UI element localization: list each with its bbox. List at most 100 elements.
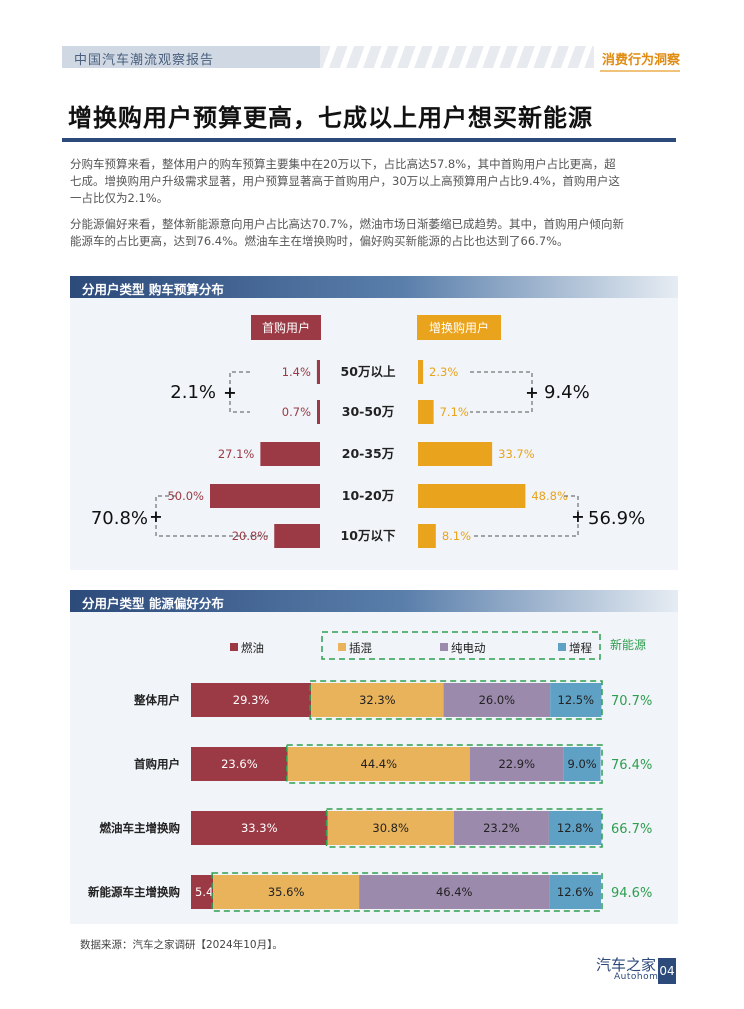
paragraph-line: 七成。增换购用户升级需求显著，用户预算显著高于首购用户，30万以上高预算用户占比… [70, 174, 620, 188]
data-label: 29.3% [233, 693, 270, 707]
section-label: 消费行为洞察 [602, 53, 681, 68]
bar-upgrade [418, 400, 434, 424]
category-label: 整体用户 [133, 693, 180, 707]
data-label-first-buy: 0.7% [282, 405, 311, 419]
legend-upgrade-label: 增换购用户 [429, 320, 489, 335]
nev-highlight-box [309, 680, 603, 720]
bar-upgrade [418, 442, 493, 466]
data-label: 26.0% [479, 693, 516, 707]
data-label: 12.5% [558, 693, 595, 707]
brand-logo-en: Autohome [614, 972, 665, 982]
bracket-first-low [155, 495, 270, 537]
bar-segment-fuel [191, 683, 312, 717]
bar-segment-phev [213, 875, 360, 909]
bar-upgrade [418, 484, 526, 508]
data-label: 44.4% [361, 757, 398, 771]
category-label: 10万以下 [341, 528, 396, 543]
data-label-first-buy: 1.4% [282, 365, 311, 379]
data-label: 9.0% [568, 757, 597, 771]
bar-first-buy [317, 400, 320, 424]
data-label: 12.8% [557, 821, 594, 835]
category-label: 20-35万 [342, 446, 394, 461]
data-label: 22.9% [498, 757, 535, 771]
header-bar [62, 46, 338, 68]
bracket-upgrade-high [470, 371, 533, 413]
legend-phev-label: 插混 [349, 641, 372, 655]
bar-first-buy [210, 484, 320, 508]
nev-total-label: 70.7% [611, 694, 652, 709]
data-label: 46.4% [436, 885, 473, 899]
legend-first-buy-label: 首购用户 [262, 320, 310, 335]
energy-section-header: 分用户类型 能源偏好分布 [70, 590, 678, 612]
budget-section-header: 分用户类型 购车预算分布 [70, 276, 678, 298]
legend-bev-label: 纯电动 [451, 641, 486, 655]
category-label: 燃油车主增换购 [99, 821, 181, 835]
paragraph-line: 能源车的占比更高，达到76.4%。燃油车主在增换购时，偏好购买新能源的占比也达到… [70, 234, 569, 248]
category-label: 50万以上 [341, 364, 396, 379]
bar-segment-bev [453, 811, 549, 845]
bar-segment-bev [359, 875, 550, 909]
bar-segment-erev [549, 875, 601, 909]
data-label-first-buy: 50.0% [167, 489, 204, 503]
legend-erev-swatch [558, 643, 566, 651]
bar-segment-erev [548, 811, 602, 845]
total-first-low: 70.8% [91, 508, 148, 529]
bar-segment-fuel [191, 747, 288, 781]
nev-highlight-box [211, 872, 603, 912]
data-label: 23.2% [483, 821, 520, 835]
bar-segment-erev [550, 683, 602, 717]
nev-highlight-box [325, 808, 603, 848]
section-label-underline [600, 70, 680, 72]
bracket-upgrade-low [474, 495, 579, 537]
category-label: 新能源车主增换购 [88, 885, 180, 899]
title-rule [62, 138, 676, 142]
bracket-first-high [229, 371, 250, 413]
legend-phev-swatch [338, 643, 346, 651]
data-label-upgrade: 33.7% [498, 447, 535, 461]
data-label: 30.8% [372, 821, 409, 835]
plus-icon: + [149, 507, 162, 526]
data-label: 35.6% [268, 885, 305, 899]
legend-fuel-swatch [230, 643, 238, 651]
bar-segment-bev [443, 683, 551, 717]
paragraph-line: 一占比仅为2.1%。 [70, 191, 169, 205]
header-stripes [320, 46, 594, 68]
energy-chart-title: 分用户类型 能源偏好分布 [82, 596, 224, 611]
plus-icon: + [571, 507, 584, 526]
legend-erev-label: 增程 [569, 641, 592, 655]
paragraph-energy: 分能源偏好来看，整体新能源意向用户占比高达70.7%，燃油市场日渐萎缩已成趋势。… [70, 216, 680, 250]
category-label: 30-50万 [342, 404, 394, 419]
legend-upgrade [417, 315, 501, 340]
nev-legend-box [321, 631, 601, 660]
legend-fuel-label: 燃油 [241, 641, 264, 655]
bar-first-buy [274, 524, 320, 548]
nev-legend-label: 新能源 [610, 637, 646, 652]
budget-chart-panel [70, 298, 678, 570]
paragraph-budget: 分购车预算来看，整体用户的购车预算主要集中在20万以下，占比高达57.8%，其中… [70, 156, 680, 207]
bar-upgrade [418, 360, 424, 384]
data-label-first-buy: 27.1% [218, 447, 255, 461]
paragraph-line: 分购车预算来看，整体用户的购车预算主要集中在20万以下，占比高达57.8%，其中… [70, 157, 616, 171]
bar-segment-bev [469, 747, 564, 781]
nev-total-label: 76.4% [611, 758, 652, 773]
source-note: 数据来源：汽车之家调研【2024年10月】。 [80, 939, 283, 951]
plus-icon: + [525, 383, 538, 402]
bar-upgrade [418, 524, 436, 548]
category-label: 10-20万 [342, 488, 394, 503]
total-upgrade-low: 56.9% [588, 508, 645, 529]
data-label-upgrade: 7.1% [440, 405, 469, 419]
paragraph-line: 分能源偏好来看，整体新能源意向用户占比高达70.7%，燃油市场日渐萎缩已成趋势。… [70, 217, 625, 231]
data-label-upgrade: 8.1% [442, 529, 471, 543]
bar-segment-erev [563, 747, 601, 781]
bar-segment-phev [311, 683, 444, 717]
bar-first-buy [260, 442, 320, 466]
data-label-first-buy: 20.8% [232, 529, 269, 543]
bar-segment-fuel [191, 811, 328, 845]
data-label: 32.3% [359, 693, 396, 707]
legend-bev-swatch [440, 643, 448, 651]
nev-total-label: 66.7% [611, 822, 652, 837]
category-label: 首购用户 [134, 757, 180, 771]
bar-segment-phev [327, 811, 454, 845]
total-first-high: 2.1% [170, 382, 216, 403]
